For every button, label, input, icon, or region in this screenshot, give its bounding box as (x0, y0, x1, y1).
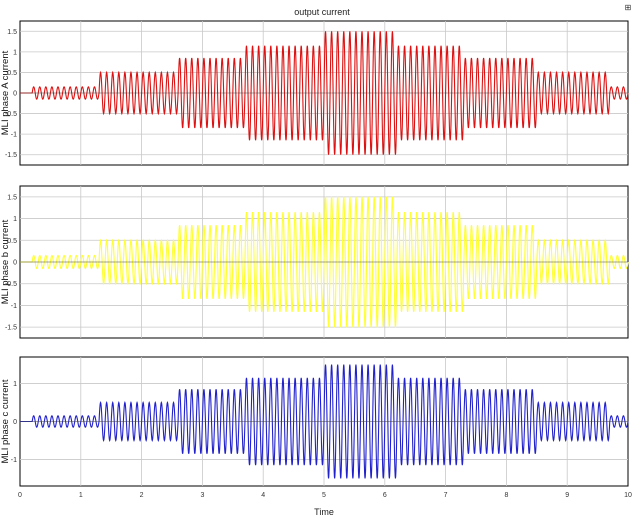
phase-c-xtick-label: 3 (200, 492, 204, 499)
phase-b-ytick-label: 1.5 (7, 194, 17, 201)
phase-b-ytick-label: 0.5 (7, 238, 17, 245)
figure-title: output current (294, 7, 350, 17)
phase-b-ytick-label: -1.5 (5, 325, 17, 332)
phase-c-xtick-label: 9 (565, 492, 569, 499)
x-axis-label: Time (314, 507, 334, 517)
phase-a-ylabel: MLI phase A current (0, 50, 11, 135)
phase-a-ytick-label: 0 (13, 91, 17, 98)
phase-c-xtick-label: 10 (624, 492, 632, 499)
phase-c-xtick-label: 5 (322, 492, 326, 499)
phase-c-xtick-label: 7 (444, 492, 448, 499)
phase-c-ytick-label: 0 (13, 419, 17, 426)
phase-c-xtick-label: 8 (504, 492, 508, 499)
phase-a-ytick-label: -1.5 (5, 152, 17, 159)
phase-a-ytick-label: 0.5 (7, 70, 17, 77)
phase-b-ytick-label: 0 (13, 260, 17, 267)
phase-c-xtick-label: 4 (261, 492, 265, 499)
phase-a-ytick-label: 1.5 (7, 29, 17, 36)
phase-a-plot: -1.5 -1 -0.5 0 0.5 1 1.5 MLI phase A current (0, 20, 629, 166)
phase-b-ytick-label: -0.5 (5, 281, 17, 288)
phase-c-ytick-label: 1 (13, 381, 17, 388)
phase-c-xtick-label: 2 (140, 492, 144, 499)
phase-b-ylabel: MLI phase b current (0, 219, 11, 304)
phase-c-xtick-label: 6 (383, 492, 387, 499)
phase-c-ytick-label: -1 (11, 457, 17, 464)
corner-glyph-icon[interactable]: ⊞ (625, 3, 632, 12)
phase-b-ytick-label: 1 (13, 216, 17, 223)
phase-b-ytick-label: -1 (11, 303, 17, 310)
phase-c-xtick-label: 0 (18, 492, 22, 499)
phase-a-ytick-label: -1 (11, 132, 17, 139)
phase-b-plot: -1.5 -1 -0.5 0 0.5 1 1.5 MLI phase b current (0, 185, 629, 339)
phase-a-ytick-label: -0.5 (5, 111, 17, 118)
phase-c-ylabel: MLI phase c current (0, 379, 11, 463)
phase-c-xtick-label: 1 (79, 492, 83, 499)
phase-a-ytick-label: 1 (13, 49, 17, 56)
